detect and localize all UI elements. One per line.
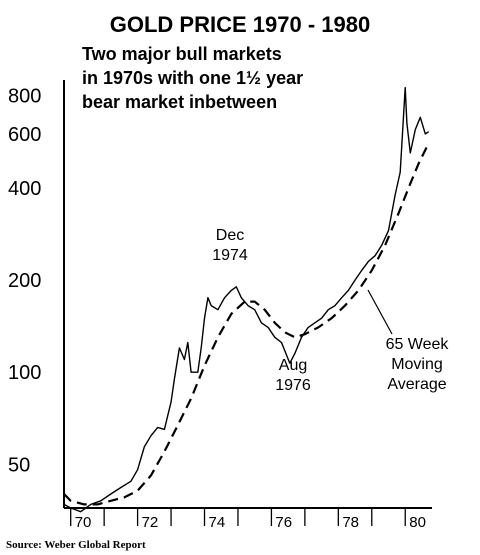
- source-note: Source: Weber Global Report: [6, 539, 146, 551]
- x-tick-label-74: 74: [209, 514, 226, 531]
- subtitle-line-2: in 1970s with one 1½ year: [82, 68, 303, 88]
- annotation-dec-line-1: Dec: [216, 227, 244, 244]
- gold-price-line: [63, 86, 430, 513]
- y-tick-label-800: 800: [8, 86, 41, 108]
- x-tick-label-80: 80: [409, 514, 426, 531]
- subtitle-line-1: Two major bull markets: [82, 44, 282, 64]
- x-tick-label-70: 70: [75, 514, 92, 531]
- x-tick-label-72: 72: [142, 514, 159, 531]
- x-tick-label-76: 76: [275, 514, 292, 531]
- subtitle-line-3: bear market inbetween: [82, 92, 277, 112]
- chart-title: GOLD PRICE 1970 - 1980: [110, 12, 370, 37]
- annotation-ma-line-1: 65 Week: [386, 336, 450, 353]
- y-tick-label-400: 400: [8, 178, 41, 200]
- annotation-ma-pointer: [367, 289, 393, 335]
- annotation-dec-line-2: 1974: [212, 247, 248, 264]
- x-axis-ticks: 70 72 74 76 78 80: [70, 508, 426, 531]
- annotation-ma-line-3: Average: [387, 376, 446, 393]
- annotation-aug-line-1: Aug: [279, 357, 307, 374]
- annotation-ma-line-2: Moving: [391, 356, 443, 373]
- y-tick-labels: 50 100 200 400 600 800: [8, 86, 41, 477]
- annotation-aug-line-2: 1976: [275, 377, 311, 394]
- series-lines: [63, 86, 430, 513]
- y-tick-label-50: 50: [8, 454, 30, 476]
- moving-average-line: [63, 142, 430, 506]
- x-tick-label-78: 78: [342, 514, 359, 531]
- y-tick-label-600: 600: [8, 124, 41, 146]
- y-tick-label-200: 200: [8, 270, 41, 292]
- y-tick-label-100: 100: [8, 362, 41, 384]
